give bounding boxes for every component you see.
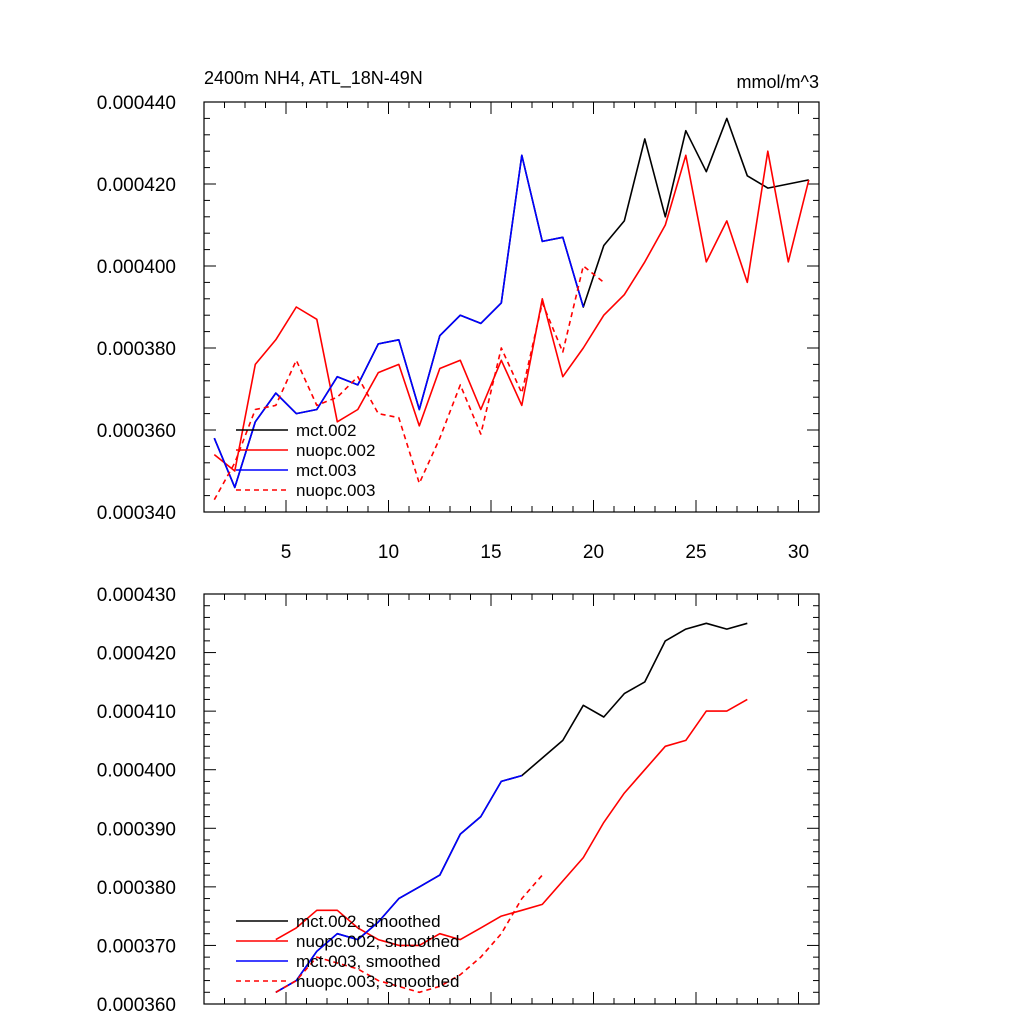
top-y-tick-label: 0.000340 — [97, 503, 176, 524]
top-x-tick-label: 15 — [480, 542, 501, 563]
bottom-ticks: 0.000360 0.000370 0.000380 0.000390 0.000400… — [97, 585, 820, 1016]
top-legend-label: nuopc.003 — [296, 481, 375, 500]
top-series-line-1 — [213, 150, 810, 472]
top-y-tick-label: 0.000440 — [97, 93, 176, 114]
top-x-tick-label: 5 — [281, 542, 292, 563]
top-chart-units: mmol/m^3 — [737, 72, 819, 92]
bottom-y-tick-label: 0.000410 — [97, 702, 176, 723]
bottom-y-tick-label: 0.000360 — [97, 995, 176, 1016]
bottom-y-tick-label: 0.000420 — [97, 644, 176, 665]
top-series-line-3 — [213, 265, 605, 501]
bottom-y-tick-label: 0.000380 — [97, 878, 176, 899]
top-x-tick-label: 25 — [685, 542, 706, 563]
bottom-legend-label: nuopc.002, smoothed — [296, 932, 460, 951]
top-x-tick-label: 30 — [788, 542, 809, 563]
top-panel: 5 10 15 20 25 30 0.000340 0.000360 0.000380 0.000… — [97, 68, 820, 563]
bottom-legend-label: mct.002, smoothed — [296, 912, 441, 931]
top-y-tick-label: 0.000400 — [97, 257, 176, 278]
bottom-series-line-1 — [275, 698, 748, 947]
top-y-tick-label: 0.000420 — [97, 175, 176, 196]
bottom-y-tick-label: 0.000370 — [97, 936, 176, 957]
bottom-series-line-3 — [275, 874, 543, 994]
top-series-line-2 — [213, 154, 585, 489]
top-y-tick-label: 0.000380 — [97, 339, 176, 360]
bottom-legend-label: mct.003, smoothed — [296, 952, 441, 971]
top-chart-title: 2400m NH4, ATL_18N-49N — [204, 68, 423, 89]
bottom-series-line-2 — [275, 774, 523, 993]
top-x-tick-label: 10 — [378, 542, 399, 563]
bottom-y-tick-label: 0.000390 — [97, 819, 176, 840]
top-legend-label: mct.002 — [296, 421, 356, 440]
top-legend-label: mct.003 — [296, 461, 356, 480]
bottom-legend-label: nuopc.003, smoothed — [296, 972, 460, 991]
top-ticks: 5 10 15 20 25 30 0.000340 0.000360 0.000380 0.000… — [97, 93, 820, 563]
bottom-y-tick-label: 0.000400 — [97, 761, 176, 782]
top-legend-label: nuopc.002 — [296, 441, 375, 460]
bottom-y-tick-label: 0.000430 — [97, 585, 176, 606]
bottom-panel: 0.000360 0.000370 0.000380 0.000390 0.000400… — [97, 585, 820, 1016]
top-x-tick-label: 20 — [583, 542, 604, 563]
bottom-series — [275, 622, 748, 994]
top-series — [213, 117, 810, 501]
top-y-tick-label: 0.000360 — [97, 421, 176, 442]
